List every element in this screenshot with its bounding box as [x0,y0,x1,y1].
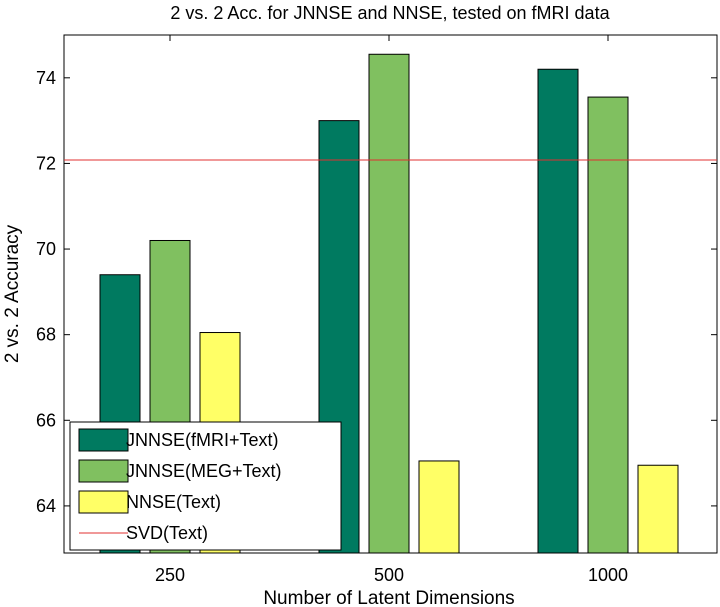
x-tick-label: 1000 [588,565,628,585]
legend-swatch [78,490,129,514]
y-tick-label: 64 [36,496,56,516]
x-axis: 250 500 1000 [155,35,628,585]
bar [587,96,629,554]
y-tick-label: 72 [36,153,56,173]
x-tick-label: 500 [374,565,404,585]
y-tick-label: 70 [36,239,56,259]
bar [637,464,679,554]
legend-swatch [78,428,129,452]
legend-label: JNNSE(MEG+Text) [126,461,282,481]
bar [418,460,460,554]
bar [368,53,410,554]
y-tick-label: 66 [36,410,56,430]
x-axis-label: Number of Latent Dimensions [263,588,514,607]
y-tick-label: 68 [36,325,56,345]
x-tick-label: 250 [155,565,185,585]
legend: JNNSE(fMRI+Text) JNNSE(MEG+Text) NNSE(Text… [69,421,342,551]
y-axis-label: 2 vs. 2 Accuracy [2,224,23,363]
legend-swatch [78,459,129,483]
y-tick-label: 74 [36,68,56,88]
legend-label: SVD(Text) [126,523,208,543]
legend-label: NNSE(Text) [126,492,221,512]
legend-label: JNNSE(fMRI+Text) [126,430,279,450]
chart-title: 2 vs. 2 Acc. for JNNSE and NNSE, tested … [170,3,610,23]
bar [537,68,579,554]
y-axis: 64 66 68 70 72 74 [36,68,717,516]
